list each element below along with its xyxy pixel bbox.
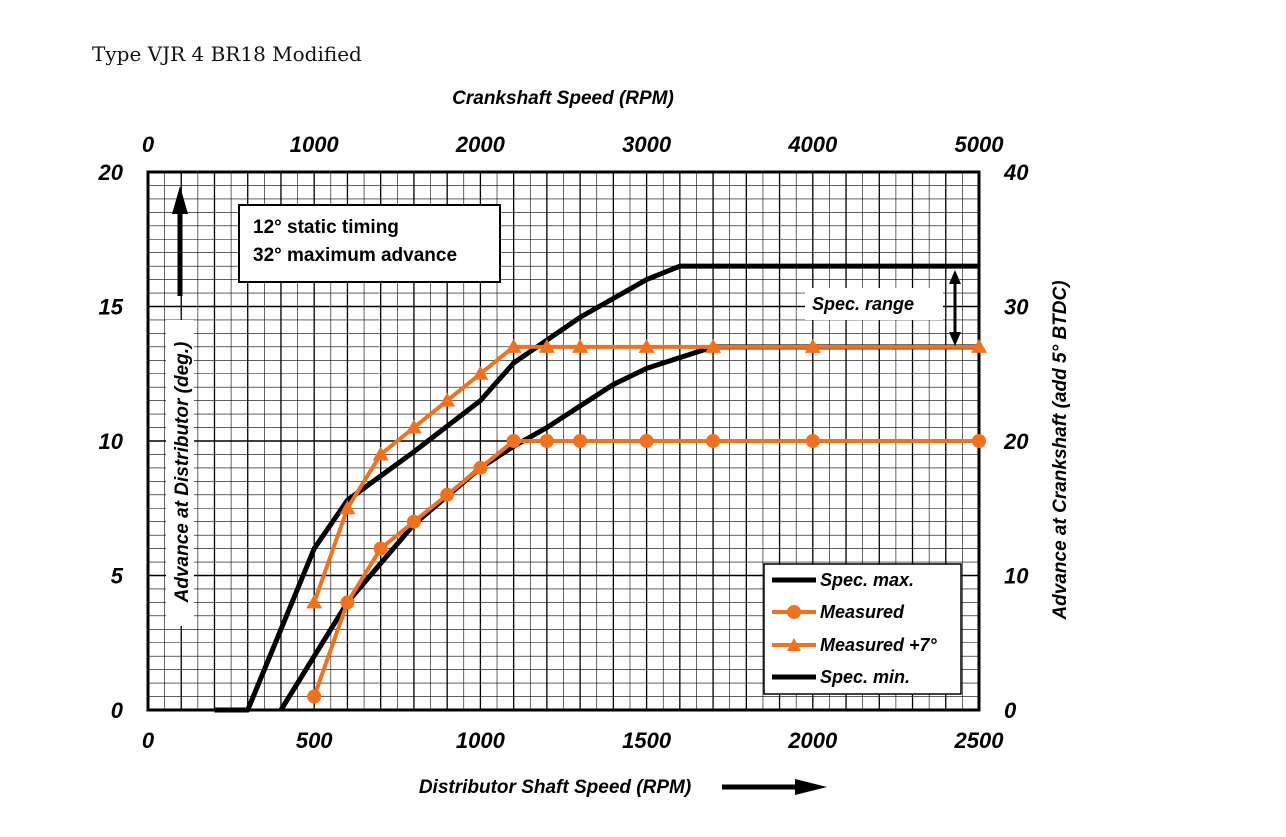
legend-label-measured: Measured <box>820 602 905 622</box>
x-tick-label: 1500 <box>622 728 672 753</box>
data-point-measured-7 <box>306 594 323 609</box>
y-right-tick-label: 0 <box>1004 698 1017 723</box>
data-point-measured-7 <box>339 500 356 515</box>
x-tick-label: 0 <box>142 728 155 753</box>
x-top-tick-label: 5000 <box>955 132 1005 157</box>
x-tick-label: 2500 <box>954 728 1005 753</box>
data-point-measured <box>506 434 521 448</box>
spec-range-annotation: Spec. range <box>805 270 961 346</box>
series-line-spec-max <box>214 263 979 713</box>
double-arrow-icon <box>949 270 961 346</box>
data-point-measured-7 <box>572 338 589 353</box>
data-point-measured <box>340 595 355 610</box>
up-arrow-icon <box>172 186 188 296</box>
left-axis-title-group: Advance at Distributor (deg.) <box>166 320 194 626</box>
x-tick-label: 1000 <box>456 728 506 753</box>
data-point-measured <box>307 689 322 704</box>
data-point-measured <box>573 434 588 448</box>
legend-item-spec-min: Spec. min. <box>772 667 910 687</box>
data-point-measured-7 <box>439 392 456 407</box>
legend: Spec. max. Measured Measured +7° Spec. m… <box>763 563 962 695</box>
x-top-tick-label: 3000 <box>622 132 672 157</box>
y-left-tick-label: 15 <box>99 295 124 320</box>
series-line-spec-min <box>278 344 979 712</box>
y-right-tick-label: 40 <box>1003 160 1029 185</box>
y-left-tick-label: 20 <box>98 160 124 185</box>
data-point-measured <box>639 434 654 448</box>
legend-item-measured-plus7: Measured +7° <box>772 635 938 655</box>
series-group <box>214 263 987 713</box>
data-point-measured <box>805 434 820 448</box>
x-top-tick-label: 1000 <box>290 132 340 157</box>
static-timing-note: 12° static timing <box>253 217 399 238</box>
data-point-measured <box>972 434 986 448</box>
data-point-measured-7 <box>372 446 389 461</box>
data-point-measured-7 <box>971 338 987 353</box>
bottom-axis-arrow-icon <box>722 779 827 795</box>
data-point-measured <box>473 460 488 475</box>
data-point-measured <box>706 434 721 448</box>
y-right-tick-label: 10 <box>1004 564 1029 589</box>
legend-label-spec-max: Spec. max. <box>820 570 914 590</box>
top-axis-title: Crankshaft Speed (RPM) <box>452 88 674 109</box>
y-left-tick-label: 0 <box>111 698 124 723</box>
data-point-measured-7 <box>505 338 522 353</box>
y-right-tick-label: 30 <box>1004 295 1029 320</box>
y-left-tick-label: 10 <box>99 429 124 454</box>
data-point-measured <box>373 541 388 556</box>
timing-note-box: 12° static timing 32° maximum advance <box>238 204 501 283</box>
bottom-axis-title: Distributor Shaft Speed (RPM) <box>419 777 691 798</box>
data-point-measured-7 <box>472 365 489 380</box>
y-left-tick-label: 5 <box>111 564 124 589</box>
left-axis-title: Advance at Distributor (deg.) <box>172 342 193 604</box>
data-point-measured-7 <box>705 338 722 353</box>
legend-label-spec-min: Spec. min. <box>820 667 910 687</box>
right-axis-title: Advance at Crankshaft (add 5° BTDC) <box>1050 280 1071 620</box>
data-point-measured <box>440 487 455 502</box>
legend-item-spec-max: Spec. max. <box>772 570 914 590</box>
max-advance-note: 32° maximum advance <box>253 245 457 266</box>
data-point-measured-7 <box>804 338 821 353</box>
y-right-tick-label: 20 <box>1003 429 1029 454</box>
chart-caption: Type VJR 4 BR18 Modified <box>92 42 362 66</box>
legend-item-measured: Measured <box>772 602 905 622</box>
data-point-measured-7 <box>405 419 422 434</box>
spec-range-label: Spec. range <box>812 294 914 314</box>
x-top-tick-label: 2000 <box>455 132 506 157</box>
data-point-measured-7 <box>538 338 555 353</box>
x-tick-label: 500 <box>296 728 333 753</box>
x-tick-label: 2000 <box>787 728 838 753</box>
x-top-tick-label: 0 <box>142 132 155 157</box>
data-point-measured <box>539 434 554 448</box>
x-top-tick-label: 4000 <box>787 132 838 157</box>
data-point-measured-7 <box>638 338 655 353</box>
data-point-measured <box>406 514 421 529</box>
legend-label-measured-plus7: Measured +7° <box>820 635 938 655</box>
